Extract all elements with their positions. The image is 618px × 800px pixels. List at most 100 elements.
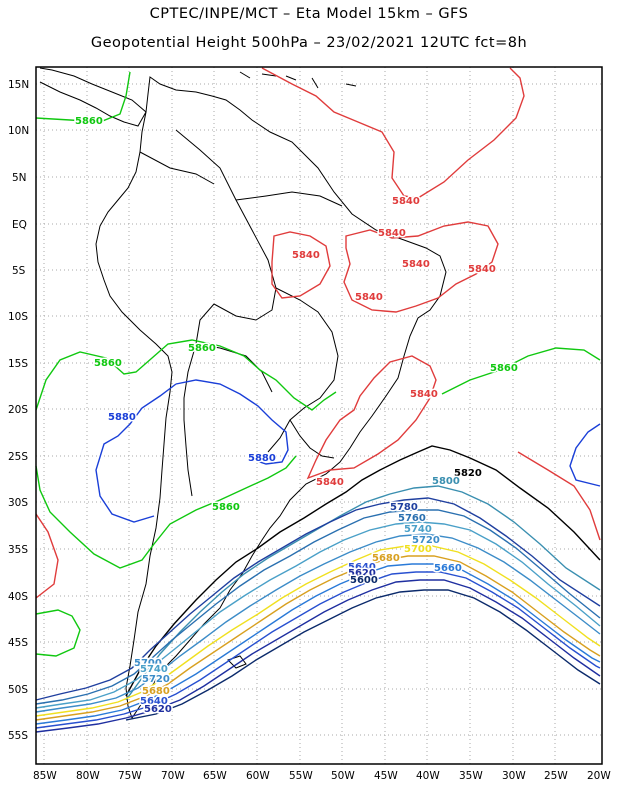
lat-tick-label: 10N bbox=[8, 125, 29, 137]
lon-tick-label: 75W bbox=[118, 770, 142, 782]
contour-label: 5840 bbox=[316, 477, 344, 488]
contour-label: 5840 bbox=[410, 389, 438, 400]
contour-5860-loop bbox=[35, 455, 297, 569]
lon-tick-label: 70W bbox=[161, 770, 185, 782]
contour-5840-brazil bbox=[343, 221, 499, 313]
contour-5640 bbox=[35, 571, 601, 729]
contour-5800 bbox=[125, 485, 601, 701]
coastline bbox=[39, 67, 447, 720]
contour-label: 5640 bbox=[348, 562, 376, 573]
contour-5880-loop bbox=[95, 379, 289, 523]
contour-label: 5620 bbox=[144, 704, 172, 715]
contour-label: 5800 bbox=[432, 476, 460, 487]
lat-tick-label: 15N bbox=[8, 79, 29, 91]
contour-5620 bbox=[35, 579, 601, 733]
latitude-labels: 15N 10N 5N EQ 5S 10S 15S 20S 25S 30S 35S… bbox=[8, 79, 29, 742]
lon-tick-label: 40W bbox=[416, 770, 440, 782]
lon-tick-label: 85W bbox=[33, 770, 57, 782]
contour-5820 bbox=[125, 445, 601, 697]
contour-label: 5840 bbox=[378, 228, 406, 239]
lon-tick-label: 30W bbox=[502, 770, 526, 782]
contour-5700 bbox=[35, 545, 601, 717]
map-title: CPTEC/INPE/MCT – Eta Model 15km – GFS bbox=[149, 6, 469, 22]
contour-label: 5860 bbox=[94, 358, 122, 369]
contour-label: 5740 bbox=[140, 664, 168, 675]
lon-tick-label: 20W bbox=[587, 770, 611, 782]
contour-label: 5680 bbox=[372, 553, 400, 564]
contour-5720 bbox=[35, 533, 601, 713]
lat-tick-label: 20S bbox=[8, 404, 28, 416]
lat-tick-label: 25S bbox=[8, 451, 28, 463]
lat-lon-grid bbox=[36, 67, 602, 764]
contour-5840-north bbox=[261, 67, 525, 199]
lon-tick-label: 55W bbox=[289, 770, 313, 782]
contour-label: 5880 bbox=[248, 453, 276, 464]
lat-tick-label: 50S bbox=[8, 684, 28, 696]
lat-tick-label: EQ bbox=[12, 219, 27, 231]
contour-5840-south bbox=[306, 355, 437, 480]
contour-label: 5620 bbox=[348, 568, 376, 579]
contour-5740 bbox=[35, 521, 601, 709]
lat-tick-label: 35S bbox=[8, 544, 28, 556]
longitude-labels: 85W 80W 75W 70W 65W 60W 55W 50W 45W 40W … bbox=[33, 770, 611, 782]
contour-label: 5780 bbox=[390, 502, 418, 513]
lat-tick-label: 40S bbox=[8, 591, 28, 603]
contour-label: 5860 bbox=[490, 363, 518, 374]
contour-5760 bbox=[35, 509, 601, 705]
contour-labels: 5860 5840 5840 5840 5840 5840 5840 5860 … bbox=[74, 115, 520, 717]
contour-label: 5700 bbox=[404, 544, 432, 555]
contour-label: 5720 bbox=[412, 535, 440, 546]
contour-5780 bbox=[35, 497, 601, 701]
lon-tick-label: 60W bbox=[246, 770, 270, 782]
map-subtitle: Geopotential Height 500hPa – 23/02/2021 … bbox=[90, 35, 528, 51]
contour-5860-north bbox=[35, 71, 131, 123]
lat-tick-label: 10S bbox=[8, 311, 28, 323]
contour-5880-east bbox=[569, 423, 601, 487]
contour-label: 5760 bbox=[398, 513, 426, 524]
falkland-islands bbox=[227, 655, 247, 669]
caribbean-islands bbox=[239, 71, 357, 89]
lon-tick-label: 65W bbox=[203, 770, 227, 782]
contour-label: 5700 bbox=[134, 658, 162, 669]
contour-label: 5840 bbox=[355, 292, 383, 303]
contour-5680 bbox=[35, 555, 601, 721]
lat-tick-label: 5S bbox=[12, 265, 26, 277]
contour-label: 5840 bbox=[402, 259, 430, 270]
contour-label: 5600 bbox=[350, 575, 378, 586]
lon-tick-label: 45W bbox=[374, 770, 398, 782]
south-america-outline bbox=[95, 76, 447, 720]
contour-label: 5660 bbox=[434, 563, 462, 574]
contour-label: 5860 bbox=[212, 502, 240, 513]
contour-label: 5680 bbox=[142, 686, 170, 697]
contour-5600 bbox=[125, 589, 601, 721]
lat-tick-label: 30S bbox=[8, 497, 28, 509]
contour-5840-east bbox=[517, 451, 601, 541]
contour-label: 5840 bbox=[292, 250, 320, 261]
lon-tick-label: 25W bbox=[544, 770, 568, 782]
lon-tick-label: 35W bbox=[459, 770, 483, 782]
contour-5840-amazon bbox=[271, 231, 331, 299]
lon-tick-label: 80W bbox=[76, 770, 100, 782]
lon-tick-label: 50W bbox=[331, 770, 355, 782]
contour-label: 5860 bbox=[188, 343, 216, 354]
contours bbox=[35, 67, 601, 733]
contour-label: 5720 bbox=[142, 674, 170, 685]
contour-label: 5860 bbox=[75, 116, 103, 127]
contour-label: 5740 bbox=[404, 524, 432, 535]
contour-label: 5820 bbox=[454, 468, 482, 479]
central-america-outline bbox=[39, 67, 147, 127]
contour-label: 5840 bbox=[392, 196, 420, 207]
lat-tick-label: 45S bbox=[8, 637, 28, 649]
contour-label: 5880 bbox=[108, 412, 136, 423]
contour-5860-pacific bbox=[35, 339, 337, 411]
contour-5660 bbox=[35, 563, 601, 725]
lat-tick-label: 15S bbox=[8, 358, 28, 370]
contour-5860-east bbox=[441, 347, 601, 395]
contour-label: 5840 bbox=[468, 264, 496, 275]
contour-5840-west bbox=[35, 513, 59, 599]
map-frame bbox=[35, 66, 603, 765]
contour-label: 5640 bbox=[140, 696, 168, 707]
contour-5860-southwest bbox=[35, 609, 81, 657]
lat-tick-label: 55S bbox=[8, 730, 28, 742]
